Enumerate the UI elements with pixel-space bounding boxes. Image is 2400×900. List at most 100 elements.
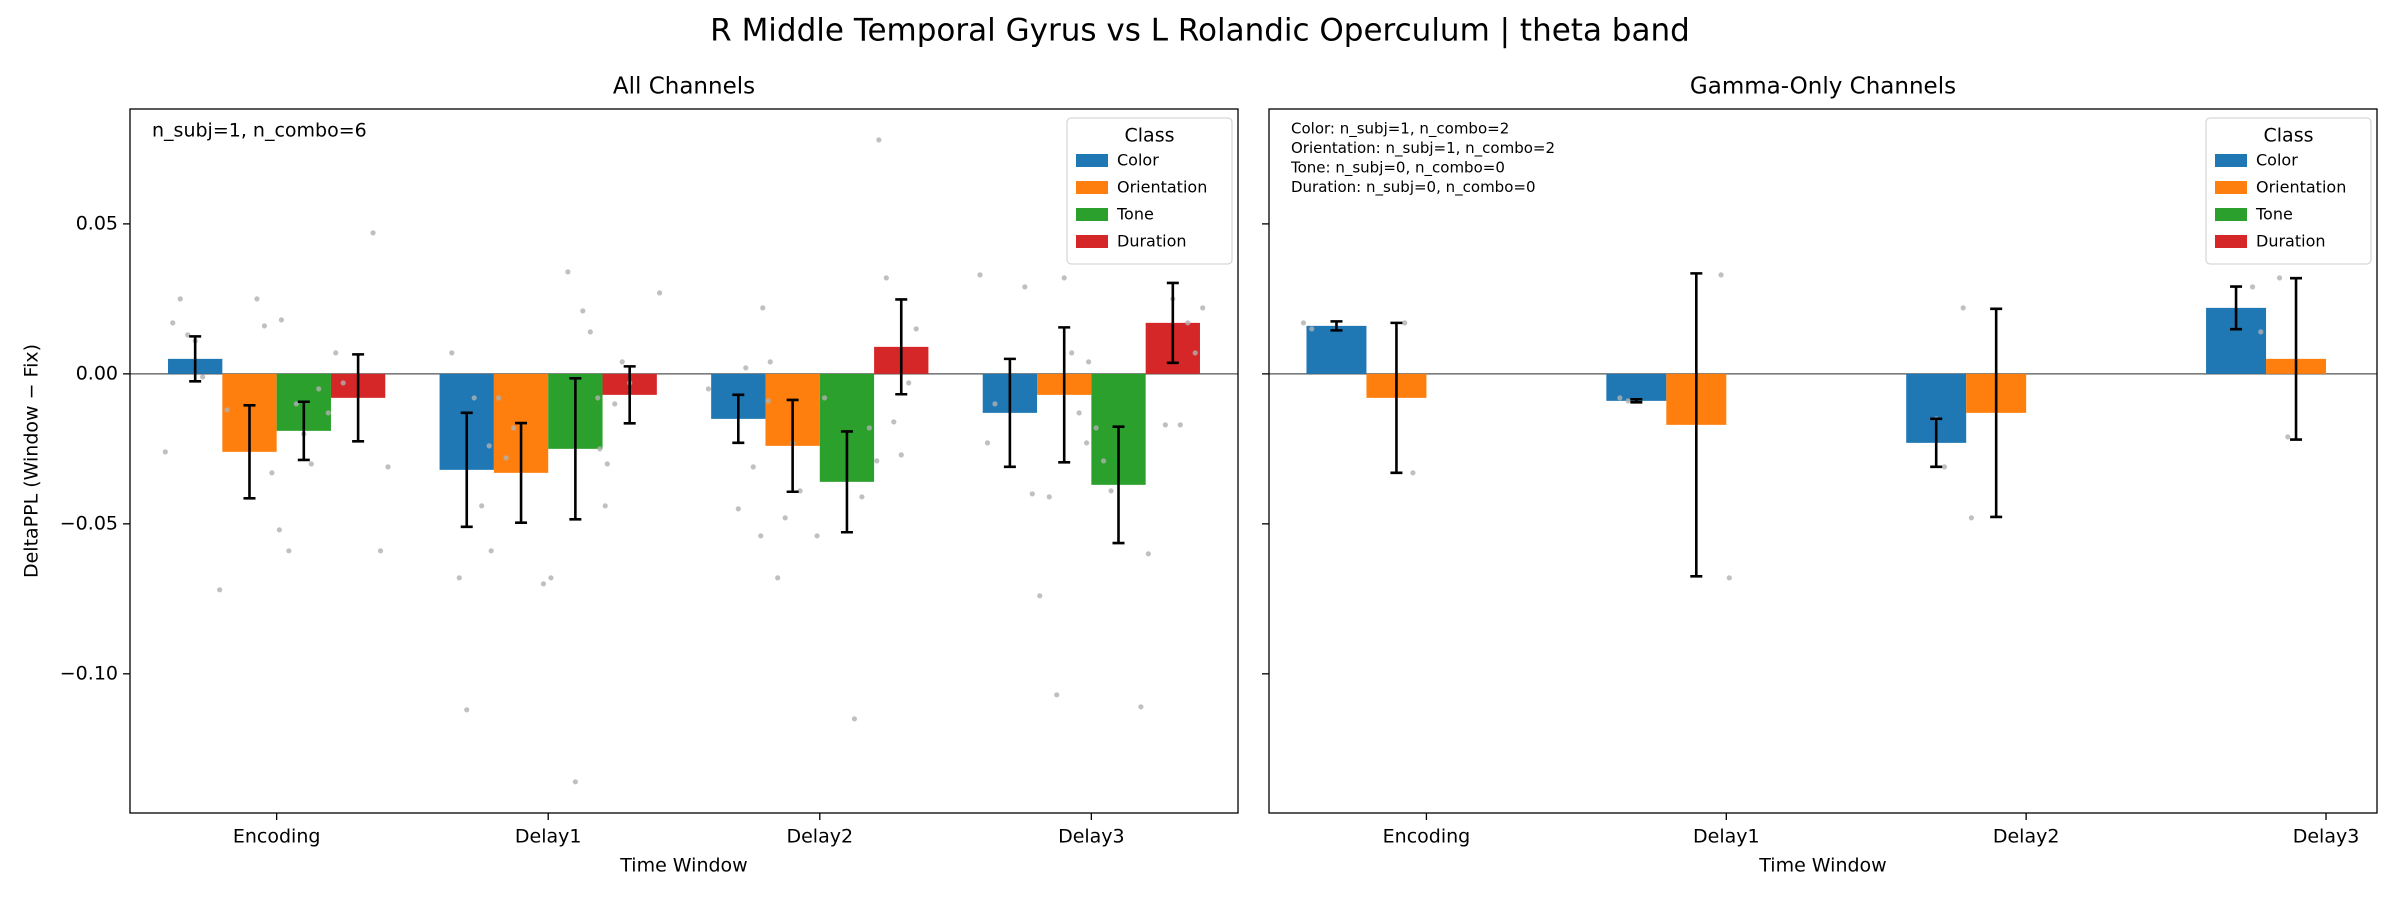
x-tick-label: Delay3	[2293, 826, 2360, 848]
error-bar	[1166, 281, 1179, 365]
error-bar	[623, 365, 636, 425]
data-point	[340, 380, 346, 386]
data-point	[797, 488, 803, 494]
error-bar	[569, 377, 582, 521]
legend-label: Color	[1117, 151, 1159, 170]
data-point	[1086, 359, 1092, 365]
legend-swatch	[2215, 181, 2247, 194]
error-bar	[895, 298, 908, 396]
annotation: Tone: n_subj=0, n_combo=0	[1290, 159, 1505, 178]
data-point	[308, 461, 314, 467]
data-point	[2258, 329, 2264, 335]
legend-label: Tone	[2255, 205, 2293, 224]
panel-title: All Channels	[613, 74, 755, 100]
data-point	[162, 449, 168, 455]
data-point	[1084, 440, 1090, 446]
annotation: Orientation: n_subj=1, n_combo=2	[1291, 139, 1555, 158]
annotation: Color: n_subj=1, n_combo=2	[1291, 120, 1509, 139]
data-point	[510, 425, 517, 431]
error-bar	[1390, 321, 1403, 475]
data-point	[750, 464, 756, 470]
data-point	[1617, 395, 1623, 401]
data-point	[1076, 410, 1082, 416]
data-point	[851, 716, 858, 722]
legend-swatch	[1076, 208, 1108, 221]
legend-label: Duration	[2256, 232, 2326, 251]
x-tick-label: Delay2	[786, 826, 853, 848]
y-tick-label: 0.00	[76, 362, 118, 384]
error-bar	[732, 393, 745, 445]
data-point	[540, 581, 547, 587]
data-point	[269, 470, 275, 476]
annotation: Duration: n_subj=0, n_combo=0	[1291, 178, 1536, 197]
axes-frame	[129, 108, 1239, 814]
data-point	[471, 395, 477, 401]
data-point	[325, 410, 331, 416]
x-tick-label: Delay1	[515, 826, 582, 848]
data-point	[743, 365, 749, 371]
data-point	[503, 455, 509, 461]
data-point	[2276, 275, 2283, 281]
legend-swatch	[1076, 154, 1108, 167]
x-tick-label: Delay3	[1058, 826, 1125, 848]
data-point	[200, 374, 206, 380]
plot-area	[130, 109, 1238, 813]
data-point	[1093, 425, 1099, 431]
data-point	[1718, 272, 1724, 278]
data-point	[1960, 305, 1966, 311]
y-tick-label: −0.05	[60, 512, 118, 534]
panel-title: Gamma-Only Channels	[1690, 74, 1956, 100]
data-point	[984, 440, 991, 446]
data-point	[656, 290, 663, 296]
data-point	[1061, 275, 1067, 281]
data-point	[992, 401, 998, 407]
data-point	[385, 464, 391, 470]
data-point	[1192, 350, 1198, 356]
error-bar	[189, 335, 202, 383]
legend-label: Tone	[1116, 205, 1154, 224]
data-point	[2249, 284, 2256, 290]
data-point	[1108, 488, 1114, 494]
x-axis-label: Time Window	[619, 855, 747, 877]
data-point	[548, 575, 554, 581]
data-point	[906, 380, 912, 386]
data-point	[1162, 422, 1168, 428]
legend-swatch	[2215, 154, 2247, 167]
data-point	[254, 296, 260, 302]
y-tick-label: −0.10	[60, 662, 118, 684]
data-point	[891, 419, 897, 425]
data-point	[977, 272, 983, 278]
data-point	[1100, 458, 1107, 464]
data-point	[876, 137, 882, 143]
bar	[1306, 325, 1367, 374]
data-point	[821, 395, 828, 401]
data-point	[913, 326, 919, 332]
data-point	[619, 359, 625, 365]
data-point	[278, 317, 284, 323]
data-point	[765, 398, 771, 404]
data-point	[1309, 326, 1315, 332]
error-bar	[1330, 320, 1343, 332]
legend-swatch	[2215, 235, 2247, 248]
data-point	[479, 503, 485, 509]
legend-title: Class	[2264, 125, 2314, 147]
legend-swatch	[2215, 208, 2247, 221]
data-point	[612, 401, 618, 407]
data-point	[333, 350, 339, 356]
error-bar	[1112, 425, 1125, 545]
error-bar	[352, 353, 365, 443]
data-point	[580, 308, 586, 314]
data-point	[1054, 692, 1060, 698]
legend-swatch	[1076, 181, 1108, 194]
data-point	[597, 446, 603, 452]
data-point	[1138, 704, 1144, 710]
data-point	[170, 320, 176, 326]
data-point	[572, 779, 578, 785]
legend-label: Orientation	[1117, 178, 1207, 197]
plot-area	[1269, 109, 2377, 813]
data-point	[898, 452, 904, 458]
x-axis-label: Time Window	[1758, 855, 1886, 877]
data-point	[1185, 320, 1191, 326]
data-point	[1037, 593, 1043, 599]
